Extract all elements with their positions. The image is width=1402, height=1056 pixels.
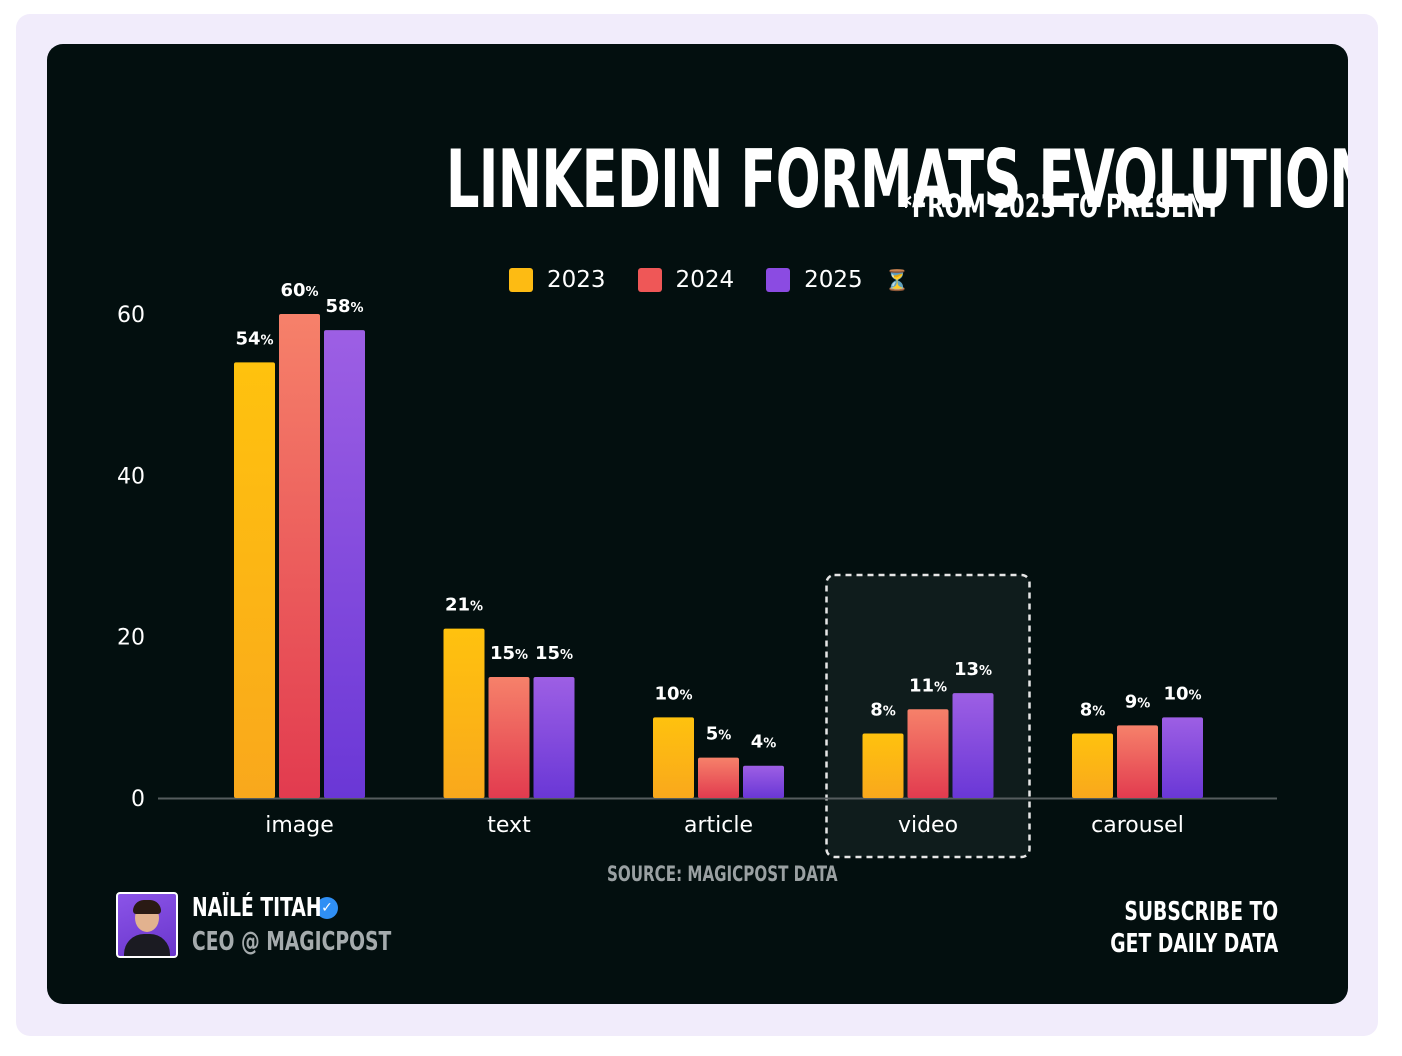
- y-tick-label-60: 60: [117, 303, 145, 328]
- y-tick-label-40: 40: [117, 464, 145, 489]
- page-title: LINKEDIN FORMATS EVOLUTION: [445, 133, 1348, 226]
- x-tick-label-carousel: carousel: [1091, 813, 1184, 838]
- legend-item-2025: 2025 ⏳: [766, 267, 910, 293]
- value-label-image-2024: 60%: [280, 280, 318, 301]
- x-tick-label-image: image: [265, 813, 334, 838]
- bar-text-2024: [488, 677, 530, 798]
- value-label-video-2023: 8%: [870, 699, 896, 720]
- value-label-text-2024: 15%: [490, 643, 528, 664]
- bar-video-2024: [907, 709, 949, 798]
- legend-swatch-2023: [509, 268, 533, 292]
- bar-image-2024: [279, 314, 320, 798]
- x-tick-label-text: text: [487, 813, 531, 838]
- legend-label-2023: 2023: [547, 267, 606, 293]
- x-tick-label-article: article: [684, 813, 753, 838]
- bar-image-2023: [234, 362, 275, 798]
- value-label-carousel-2023: 8%: [1080, 699, 1106, 720]
- bar-article-2023: [653, 717, 694, 798]
- bar-article-2024: [698, 757, 739, 798]
- value-label-video-2024: 11%: [909, 675, 947, 696]
- infographic-card: LINKEDIN FORMATS EVOLUTION *FROM 2023 TO…: [47, 44, 1348, 1004]
- author-text: NAÏLÉ TITAH ✓ CEO @ MAGICPOST: [192, 893, 469, 957]
- hourglass-icon: ⏳: [884, 268, 910, 292]
- legend-swatch-2025: [766, 268, 791, 292]
- value-label-image-2025: 58%: [325, 296, 363, 317]
- subscribe-cta: SUBSCRIBE TO GET DAILY DATA: [1110, 896, 1278, 960]
- bar-image-2025: [324, 330, 365, 798]
- bar-article-2025: [743, 765, 784, 798]
- legend-label-2025: 2025: [804, 267, 863, 293]
- verified-badge-icon: ✓: [316, 897, 338, 919]
- y-tick-label-20: 20: [117, 626, 145, 651]
- value-label-image-2023: 54%: [235, 328, 273, 349]
- legend-label-2024: 2024: [675, 267, 735, 293]
- author-block: NAÏLÉ TITAH ✓ CEO @ MAGICPOST: [116, 892, 469, 958]
- value-label-article-2024: 5%: [706, 724, 732, 745]
- y-tick-label-0: 0: [131, 787, 145, 812]
- bar-video-2025: [952, 693, 994, 798]
- value-label-carousel-2024: 9%: [1125, 691, 1151, 712]
- value-label-article-2025: 4%: [751, 732, 777, 753]
- avatar: [116, 892, 178, 958]
- chart-legend: 2023 2024 2025 ⏳: [509, 260, 910, 300]
- bar-text-2023: [443, 628, 485, 798]
- bar-carousel-2024: [1117, 725, 1158, 798]
- value-label-text-2023: 21%: [445, 595, 483, 616]
- author-role: CEO @ MAGICPOST: [192, 927, 392, 957]
- bar-carousel-2025: [1162, 717, 1203, 798]
- x-tick-label-video: video: [898, 813, 958, 838]
- legend-item-2023: 2023: [509, 267, 606, 293]
- legend-swatch-2024: [637, 268, 662, 292]
- bar-chart: 0 20 40 60 54% 60% 58% image 21% 15% 15% text 10% 5% 4…: [117, 280, 1277, 859]
- source-note: SOURCE: MAGICPOST DATA: [607, 862, 838, 886]
- value-label-carousel-2025: 10%: [1163, 683, 1201, 704]
- bar-text-2025: [533, 677, 575, 798]
- bar-video-2023: [862, 733, 904, 798]
- subscribe-line-1: SUBSCRIBE TO: [1124, 897, 1278, 927]
- legend-item-2024: 2024: [637, 267, 735, 293]
- value-label-text-2025: 15%: [535, 643, 573, 664]
- subscribe-line-2: GET DAILY DATA: [1110, 929, 1278, 959]
- page-subtitle: *FROM 2023 TO PRESENT: [899, 187, 1220, 225]
- author-name-row: NAÏLÉ TITAH ✓: [192, 893, 469, 923]
- value-label-video-2025: 13%: [954, 659, 992, 680]
- bar-carousel-2023: [1072, 733, 1113, 798]
- author-name: NAÏLÉ TITAH: [192, 893, 322, 923]
- value-label-article-2023: 10%: [654, 683, 692, 704]
